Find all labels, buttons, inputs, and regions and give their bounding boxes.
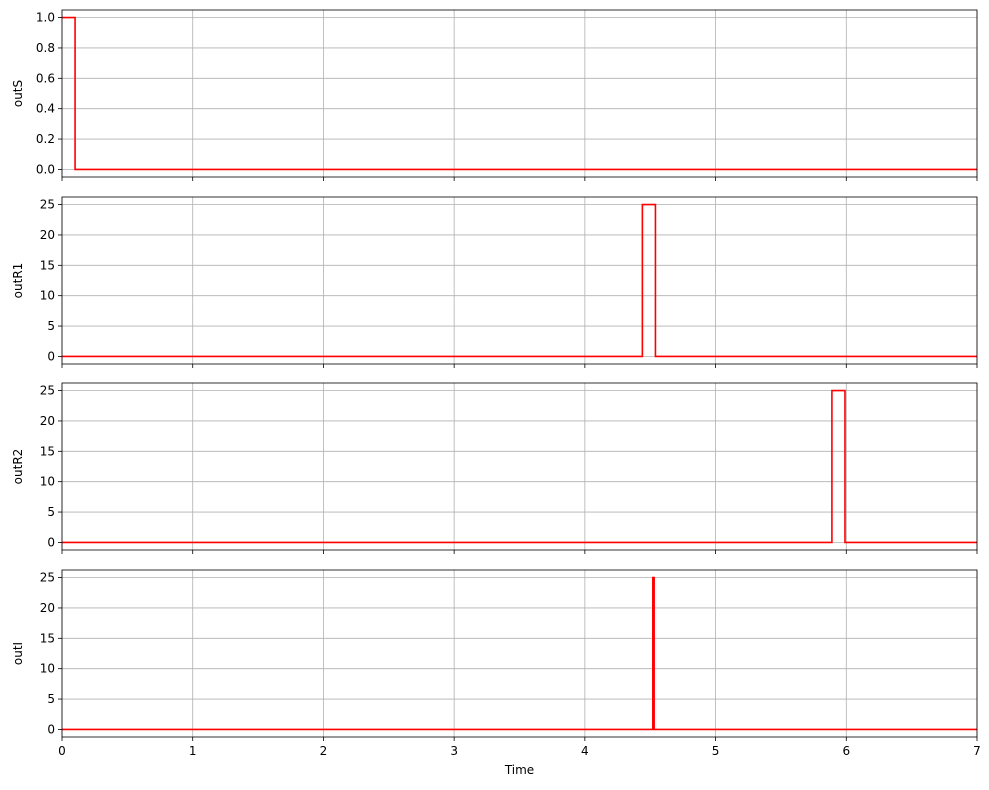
y-tick-label: 0.0	[36, 162, 55, 176]
y-tick-label: 10	[40, 289, 55, 303]
y-tick-label: 0.6	[36, 71, 55, 85]
y-tick-label: 20	[40, 414, 55, 428]
y-axis-label: outR2	[11, 449, 25, 485]
y-tick-label: 15	[40, 258, 55, 272]
x-tick-label: 2	[320, 744, 328, 758]
x-tick-label: 5	[712, 744, 720, 758]
series-line-outI	[62, 576, 977, 731]
y-tick-label: 10	[40, 475, 55, 489]
y-tick-label: 5	[47, 692, 55, 706]
y-tick-label: 15	[40, 631, 55, 645]
y-tick-label: 0.2	[36, 132, 55, 146]
subplot-outI: 0 5 10 15 20 25 0 1 2 3 4 5 6 7 outI Time	[11, 569, 981, 777]
axes-frame	[61, 9, 978, 178]
subplot-outS: 0.0 0.2 0.4 0.6 0.8 1.0 outS	[11, 9, 978, 181]
y-tick-label: 25	[40, 198, 55, 212]
x-tick-label: 4	[581, 744, 589, 758]
y-tick-label: 20	[40, 601, 55, 615]
y-tick-label: 15	[40, 444, 55, 458]
subplot-outR2: 0 5 10 15 20 25 outR2	[11, 382, 978, 554]
y-tick-label: 20	[40, 228, 55, 242]
x-tick-label: 6	[842, 744, 850, 758]
y-tick-label: 10	[40, 662, 55, 676]
series-line-outR1	[62, 203, 977, 358]
y-tick-label: 0	[47, 349, 55, 363]
x-tick-label: 0	[58, 744, 66, 758]
y-tick-label: 5	[47, 505, 55, 519]
y-tick-label: 25	[40, 571, 55, 585]
x-tick-label: 3	[450, 744, 458, 758]
y-axis-label: outI	[11, 642, 25, 665]
y-tick-label: 0.8	[36, 41, 55, 55]
y-tick-label: 0	[47, 722, 55, 736]
y-tick-label: 0.4	[36, 102, 55, 116]
y-axis-label: outS	[11, 80, 25, 107]
y-tick-label: 1.0	[36, 11, 55, 25]
axes-frame	[61, 569, 978, 738]
y-tick-label: 0	[47, 535, 55, 549]
axes-frame	[61, 196, 978, 365]
subplot-outR1: 0 5 10 15 20 25 outR1	[11, 196, 978, 368]
y-tick-label: 25	[40, 384, 55, 398]
x-tick-label: 1	[189, 744, 197, 758]
y-axis-label: outR1	[11, 263, 25, 299]
axes-frame	[61, 382, 978, 551]
x-tick-label: 7	[973, 744, 981, 758]
series-line-outS	[62, 16, 977, 171]
x-axis-label: Time	[504, 763, 534, 777]
y-tick-label: 5	[47, 319, 55, 333]
series-line-outR2	[62, 389, 977, 544]
